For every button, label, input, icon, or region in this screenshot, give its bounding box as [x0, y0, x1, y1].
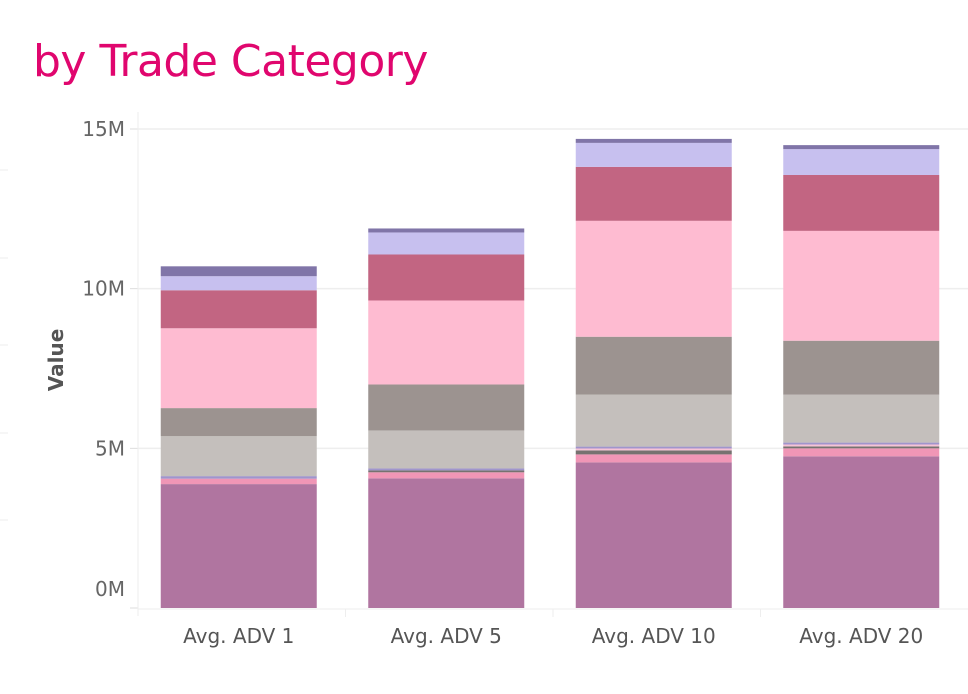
x-tick-label: Avg. ADV 1 — [183, 624, 294, 648]
bar-segment-3-3[interactable] — [783, 444, 940, 447]
y-tick-label: 10M — [82, 277, 125, 301]
bar-segment-2-5[interactable] — [575, 394, 732, 447]
bar-segment-3-6[interactable] — [783, 340, 940, 395]
bar-segment-1-0[interactable] — [368, 478, 525, 608]
bar-segment-2-1[interactable] — [575, 454, 732, 463]
bar-segment-3-8[interactable] — [783, 174, 940, 231]
bar-segment-1-2[interactable] — [368, 470, 525, 473]
bar-segment-3-1[interactable] — [783, 448, 940, 457]
bar-segment-0-10[interactable] — [160, 266, 317, 277]
bar-segment-1-1[interactable] — [368, 472, 525, 479]
bar-segment-2-6[interactable] — [575, 336, 732, 395]
bar-segment-1-7[interactable] — [368, 300, 525, 385]
bar-segment-1-5[interactable] — [368, 430, 525, 469]
bar-segment-2-3[interactable] — [575, 448, 732, 451]
x-tick-label: Avg. ADV 10 — [592, 624, 716, 648]
bar-segment-2-8[interactable] — [575, 166, 732, 221]
bar-segment-3-5[interactable] — [783, 394, 940, 443]
y-axis-label: Value — [44, 329, 68, 392]
bar-segment-0-8[interactable] — [160, 290, 317, 329]
bar-segment-1-4[interactable] — [368, 468, 525, 471]
bar-segment-2-10[interactable] — [575, 138, 732, 143]
bar-segment-2-7[interactable] — [575, 220, 732, 337]
chart-title: by Trade Category — [33, 36, 428, 87]
bar-segment-3-4[interactable] — [783, 442, 940, 445]
bar-segment-2-9[interactable] — [575, 142, 732, 167]
bar-segment-2-0[interactable] — [575, 462, 732, 608]
bar-segment-3-7[interactable] — [783, 230, 940, 341]
bar-segment-0-5[interactable] — [160, 436, 317, 477]
y-tick-label: 5M — [95, 436, 125, 460]
bar-segment-3-10[interactable] — [783, 145, 940, 150]
bar-segment-1-9[interactable] — [368, 232, 525, 255]
y-tick-label: 15M — [82, 117, 125, 141]
adjacent-panel-ticks — [0, 169, 8, 521]
bar-segment-0-9[interactable] — [160, 276, 317, 291]
bar-segment-0-4[interactable] — [160, 476, 317, 479]
x-tick-label: Avg. ADV 20 — [799, 624, 923, 648]
bar-segment-2-4[interactable] — [575, 446, 732, 449]
bar-segment-3-2[interactable] — [783, 446, 940, 449]
bar-segment-1-8[interactable] — [368, 254, 525, 301]
x-tick-label: Avg. ADV 5 — [391, 624, 502, 648]
bar-segment-0-0[interactable] — [160, 484, 317, 608]
bar-segment-0-1[interactable] — [160, 478, 317, 485]
bar-segment-3-0[interactable] — [783, 456, 940, 608]
y-tick-label: 0M — [95, 577, 125, 601]
bar-segment-1-6[interactable] — [368, 384, 525, 431]
bar-segment-2-2[interactable] — [575, 450, 732, 455]
bar-segment-0-7[interactable] — [160, 328, 317, 409]
bar-segment-1-10[interactable] — [368, 228, 525, 233]
bar-segment-3-9[interactable] — [783, 149, 940, 175]
bar-segment-0-6[interactable] — [160, 408, 317, 437]
